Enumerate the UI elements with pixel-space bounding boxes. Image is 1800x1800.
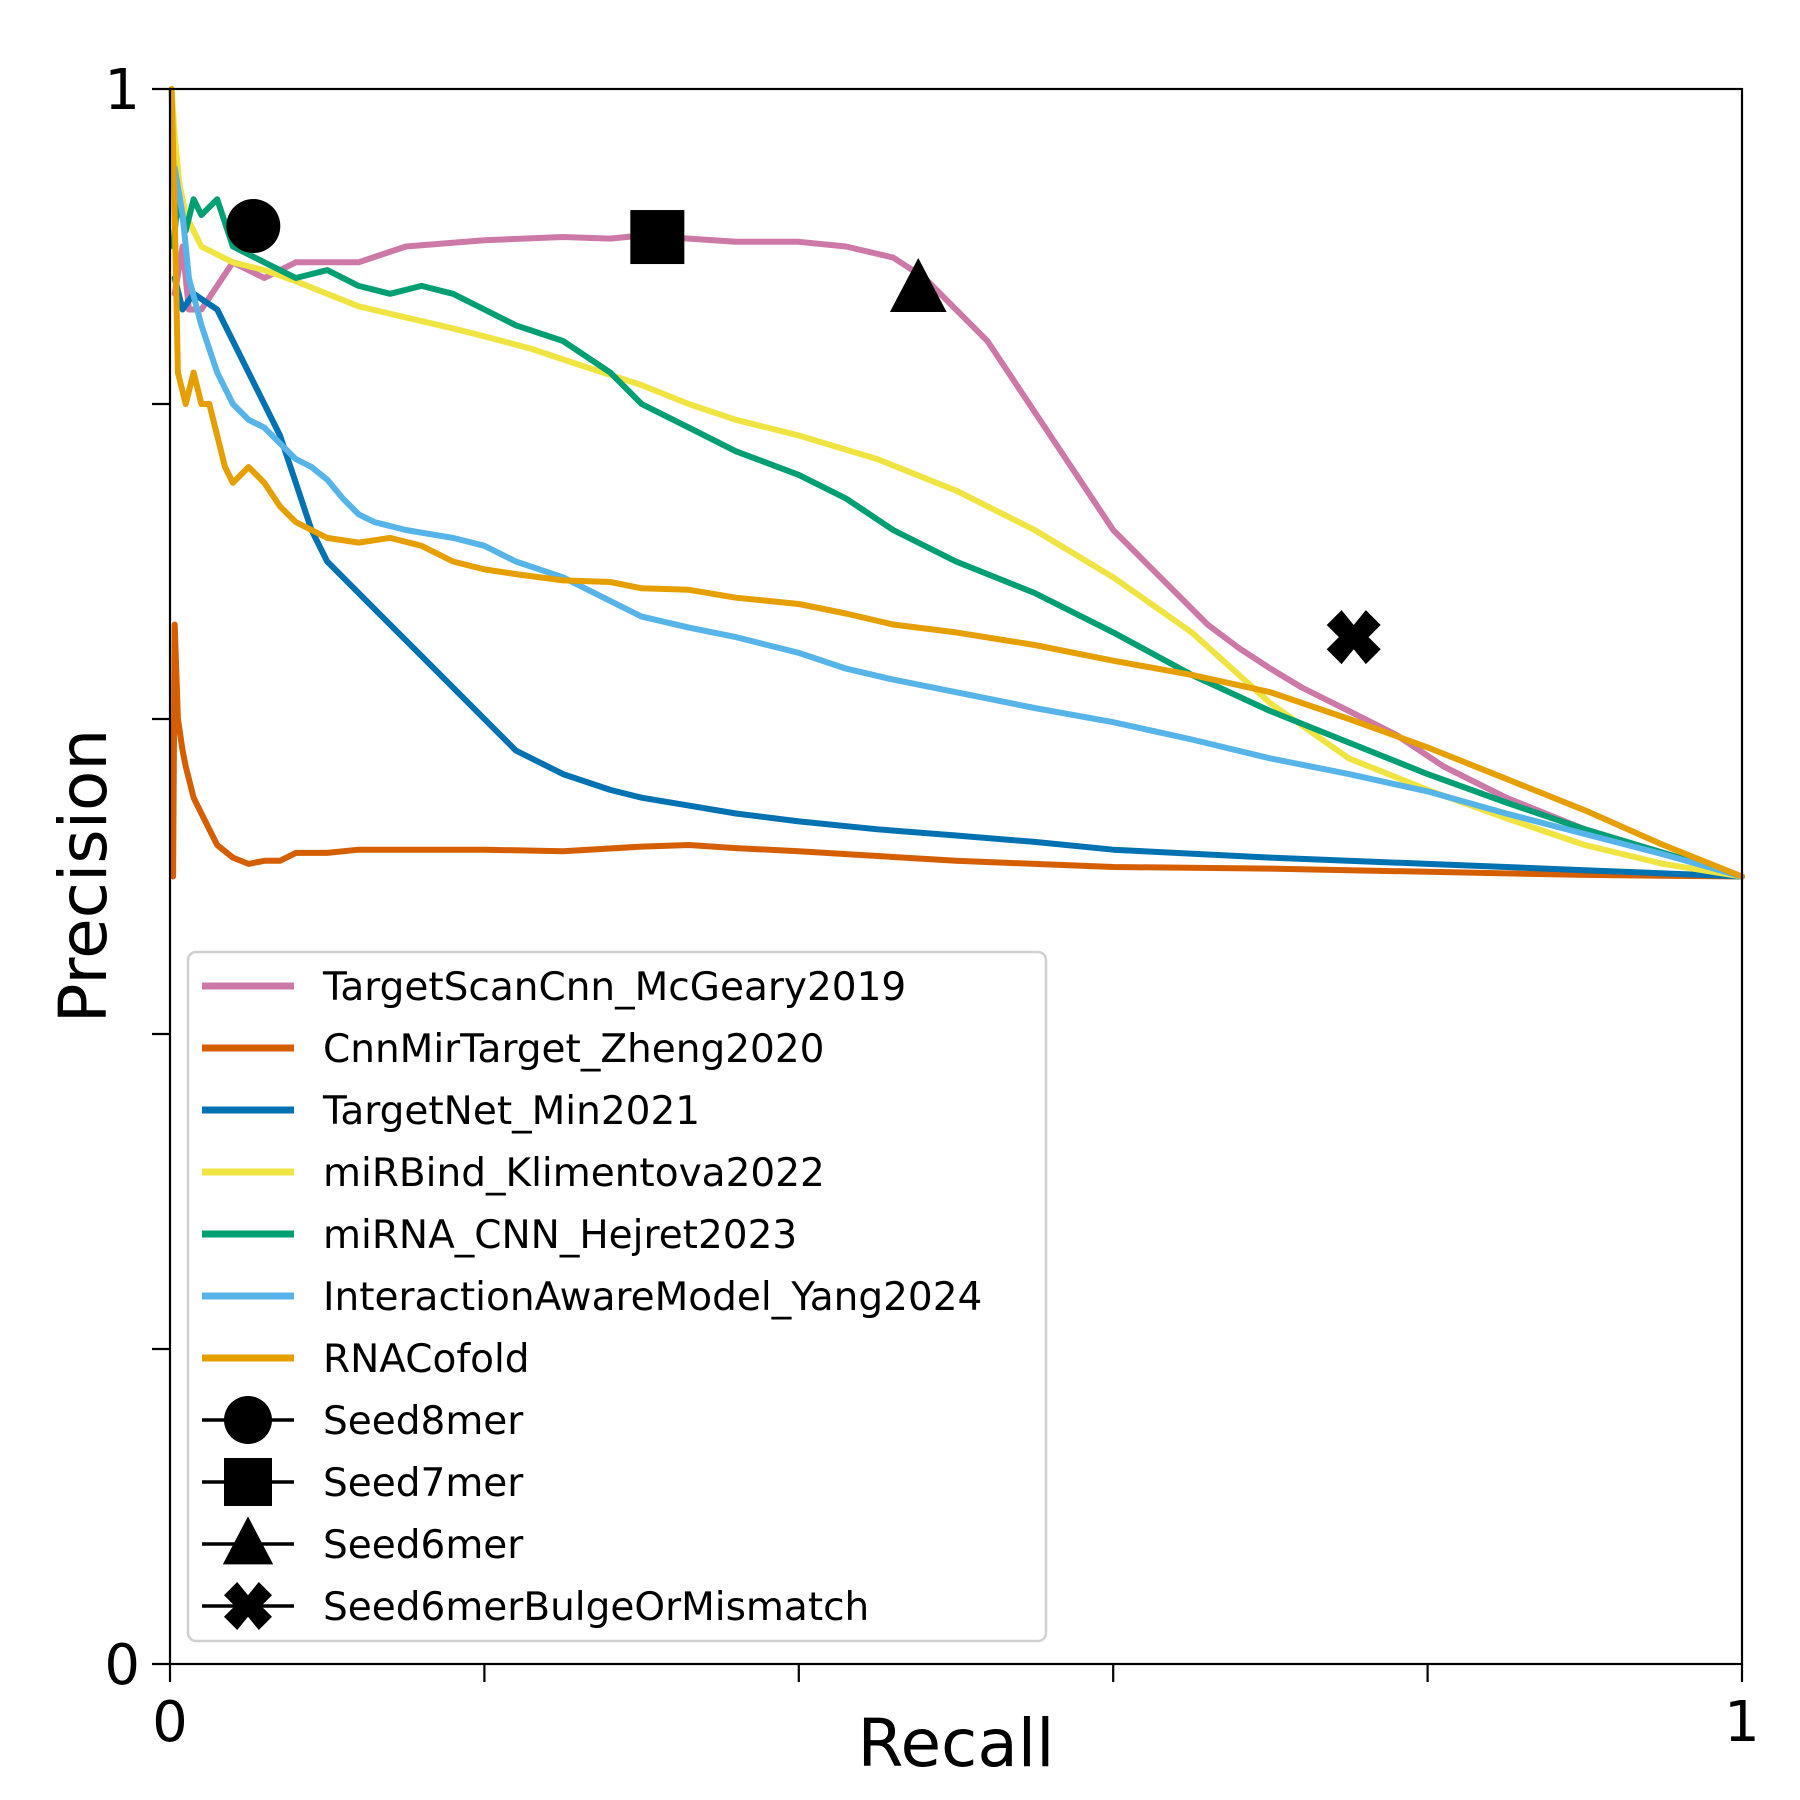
- legend-item-seed6mer: Seed6mer: [202, 1516, 524, 1568]
- series-line-mirbind-klimentova2022: [168, 86, 1745, 880]
- legend-label: InteractionAwareModel_Yang2024: [323, 1275, 982, 1320]
- legend-label: TargetNet_Min2021: [322, 1089, 700, 1134]
- legend-item-targetscancnn-mcgeary2019: TargetScanCnn_McGeary2019: [202, 965, 906, 1010]
- legend-label: CnnMirTarget_Zheng2020: [323, 1027, 825, 1072]
- legend-item-seed6merbulgeormismatch: Seed6merBulgeOrMismatch: [202, 1582, 869, 1630]
- x-tick-label: 0: [152, 1690, 188, 1755]
- y-tick-label: 0: [104, 1633, 140, 1698]
- y-axis-label: Precision: [45, 729, 122, 1024]
- legend-marker-icon: [224, 1458, 272, 1506]
- legend-marker-icon: [224, 1396, 272, 1444]
- legend-label: miRBind_Klimentova2022: [323, 1151, 825, 1196]
- legend-item-interactionawaremodel-yang2024: InteractionAwareModel_Yang2024: [202, 1275, 982, 1320]
- series-line-rnacofold: [168, 86, 1745, 880]
- legend-item-targetnet-min2021: TargetNet_Min2021: [202, 1089, 700, 1134]
- legend-item-seed8mer: Seed8mer: [202, 1396, 524, 1444]
- marker-seed6mer: [889, 257, 947, 312]
- legend-item-mirbind-klimentova2022: miRBind_Klimentova2022: [202, 1151, 825, 1196]
- legend-item-rnacofold: RNACofold: [202, 1337, 530, 1382]
- series-line-targetnet-min2021: [171, 275, 1745, 880]
- legend-item-seed7mer: Seed7mer: [202, 1458, 524, 1506]
- legend-item-cnnmirtarget-zheng2020: CnnMirTarget_Zheng2020: [202, 1027, 825, 1072]
- marker-seed7mer: [630, 210, 685, 265]
- legend-item-mirna-cnn-hejret2023: miRNA_CNN_Hejret2023: [202, 1213, 797, 1258]
- legend-label: Seed8mer: [323, 1399, 524, 1444]
- marker-seed6merbulgeormismatch: [1326, 610, 1381, 665]
- legend-label: Seed6merBulgeOrMismatch: [323, 1585, 869, 1630]
- legend-label: Seed7mer: [323, 1461, 524, 1506]
- legend-marker-icon: [224, 1582, 272, 1630]
- marker-layer: [226, 199, 1381, 665]
- legend-box: [186, 950, 1048, 1643]
- x-axis-label: Recall: [858, 1705, 1055, 1782]
- legend-label: miRNA_CNN_Hejret2023: [323, 1213, 797, 1258]
- y-tick-label: 1: [104, 58, 140, 123]
- legend-label: Seed6mer: [323, 1523, 524, 1568]
- series-line-mirna-cnn-hejret2023: [170, 196, 1745, 880]
- plot-frame: [168, 87, 1744, 1666]
- series-line-interactionawaremodel-yang2024: [171, 164, 1745, 880]
- legend-marker-icon: [222, 1516, 274, 1565]
- legend-label: TargetScanCnn_McGeary2019: [322, 965, 906, 1010]
- legend-label: RNACofold: [323, 1337, 530, 1382]
- legend-entries: TargetScanCnn_McGeary2019 CnnMirTarget_Zh…: [202, 965, 982, 1630]
- marker-seed8mer: [226, 199, 281, 254]
- x-tick-label: 1: [1724, 1690, 1760, 1755]
- series-layer: [168, 86, 1745, 880]
- series-line-cnnmirtarget-zheng2020: [170, 621, 1745, 880]
- legend: TargetScanCnn_McGeary2019 CnnMirTarget_Zh…: [186, 950, 1048, 1643]
- y-axis: 01: [104, 58, 170, 1698]
